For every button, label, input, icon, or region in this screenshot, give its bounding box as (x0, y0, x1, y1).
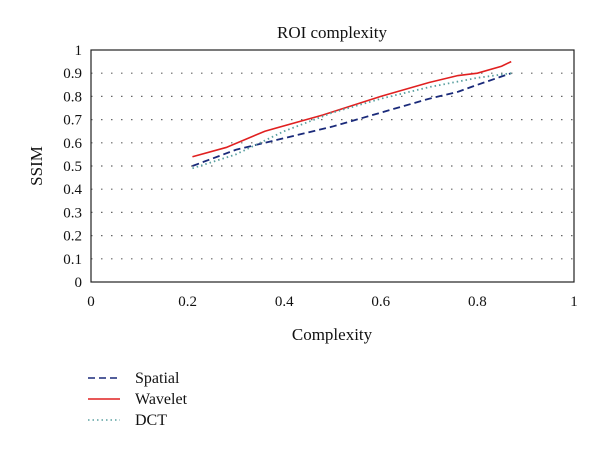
series-line-wavelet (192, 60, 512, 158)
legend-label: Wavelet (135, 391, 188, 408)
x-tick-label: 0.4 (275, 294, 294, 310)
x-tick-label: 0.8 (468, 294, 487, 310)
y-tick-label: 0.6 (63, 136, 82, 152)
y-tick-label: 0 (75, 275, 83, 291)
y-tick-label: 0.4 (63, 182, 82, 198)
x-tick-label: 0.2 (178, 294, 197, 310)
series-line-spatial (192, 72, 512, 167)
x-tick-label: 1 (570, 294, 578, 310)
y-tick-label: 0.2 (63, 229, 82, 245)
y-tick-label: 0.3 (63, 205, 82, 221)
x-axis-label: Complexity (292, 325, 373, 344)
y-tick-label: 0.1 (63, 252, 82, 268)
y-tick-label: 0.8 (63, 89, 82, 105)
chart-title: ROI complexity (277, 23, 388, 42)
legend: Spatial Wavelet DCT (88, 370, 188, 429)
y-axis-label: SSIM (27, 146, 46, 186)
series-line-dct (192, 72, 512, 170)
y-tick-label: 0.7 (63, 113, 82, 129)
plot-frame (90, 49, 575, 283)
x-tick-label: 0 (87, 294, 95, 310)
y-tick-label: 1 (75, 43, 83, 59)
y-tick-label: 0.9 (63, 66, 82, 82)
y-tick-label: 0.5 (63, 159, 82, 175)
legend-label: DCT (135, 412, 167, 429)
x-tick-label: 0.6 (371, 294, 390, 310)
legend-label: Spatial (135, 370, 180, 387)
